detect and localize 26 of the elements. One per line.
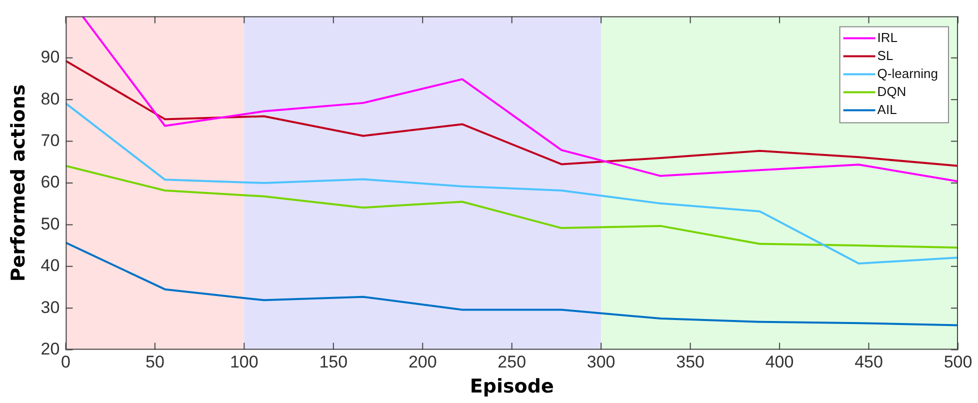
x-axis-title: Episode (470, 376, 554, 398)
y-tick-label: 20 (40, 339, 60, 358)
x-tick-label: 200 (408, 352, 437, 372)
x-tick-label: 0 (60, 352, 70, 372)
x-tick-label: 450 (854, 352, 883, 372)
y-tick-label: 70 (40, 130, 60, 150)
x-tick-label: 500 (944, 352, 972, 372)
y-tick-label: 40 (40, 256, 60, 276)
y-tick-label: 50 (40, 214, 60, 234)
x-tick-label: 100 (230, 352, 258, 372)
x-tick-label: 150 (319, 352, 348, 372)
y-tick-label: 80 (40, 89, 60, 108)
y-axis-title: Performed actions (7, 84, 30, 282)
x-tick-label: 350 (676, 352, 704, 372)
x-tick-label: 400 (765, 352, 794, 372)
legend-label: DQN (877, 84, 906, 99)
legend-label: AIL (877, 102, 897, 117)
x-tick-label: 250 (498, 352, 526, 372)
x-tick-label: 300 (586, 352, 616, 372)
x-tick-label: 50 (145, 352, 164, 372)
legend-label: SL (877, 48, 894, 63)
y-tick-label: 90 (40, 48, 60, 67)
legend-label: IRL (877, 30, 898, 45)
y-tick-label: 60 (40, 172, 60, 192)
legend-label: Q-learning (877, 66, 938, 81)
y-tick-label: 30 (40, 298, 60, 317)
